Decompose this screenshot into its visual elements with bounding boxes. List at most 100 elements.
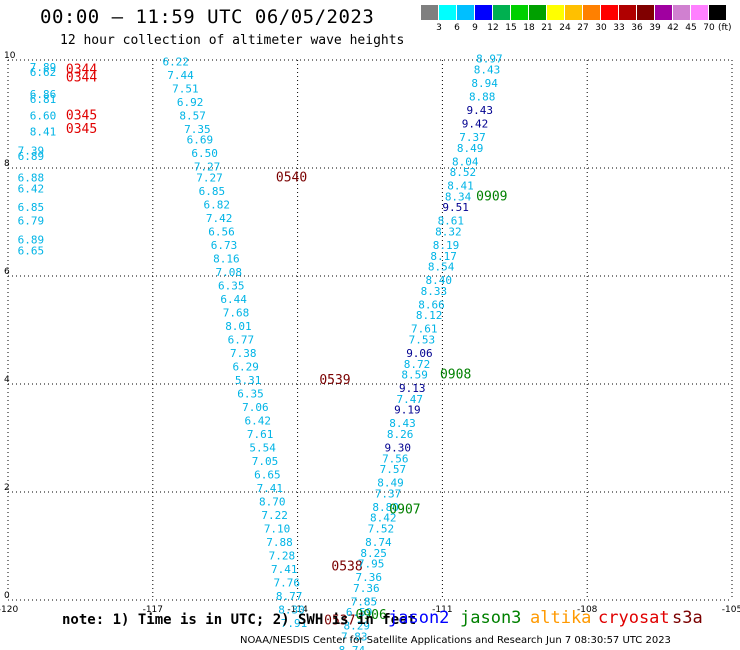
scale-swatch — [475, 5, 492, 20]
x-tick-label: -108 — [577, 605, 598, 615]
wave-height-label: 7.47 — [397, 393, 424, 406]
wave-height-label: 8.70 — [259, 496, 286, 509]
pass-time-label: 0539 — [319, 373, 350, 388]
scale-label: 30 — [595, 23, 607, 33]
scale-unit: (ft) — [718, 23, 732, 33]
wave-height-label: 6.62 — [30, 66, 57, 79]
pass-time-label: 0906 — [356, 608, 387, 623]
wave-height-label: 6.59 — [346, 606, 373, 619]
wave-height-label: 8.49 — [457, 142, 484, 155]
wave-height-label: 8.94 — [471, 77, 498, 90]
wave-height-label: 7.44 — [167, 69, 194, 82]
y-tick-label: 4 — [4, 375, 10, 385]
pass-time-label: 0908 — [440, 368, 471, 383]
wave-height-label: 6.65 — [254, 469, 281, 482]
x-tick-label: -120 — [0, 605, 18, 615]
scale-label: 12 — [487, 23, 499, 33]
wave-height-label: 9.42 — [462, 118, 489, 131]
note-text: note: 1) Time is in UTC; 2) SWH is in fe… — [62, 612, 417, 628]
scale-swatch — [547, 5, 564, 20]
y-tick-label: 0 — [4, 591, 10, 601]
wave-height-label: 8.72 — [404, 358, 431, 371]
wave-height-label: 6.69 — [187, 134, 214, 147]
scale-label: 39 — [649, 23, 661, 33]
wave-height-label: 8.33 — [421, 285, 448, 298]
scale-swatch — [601, 5, 618, 20]
pass-time-label: 0540 — [276, 171, 307, 186]
wave-height-label: 9.43 — [467, 104, 494, 117]
x-tick-label: -105 — [722, 605, 740, 615]
wave-height-label: 8.40 — [426, 274, 453, 287]
scale-swatch — [583, 5, 600, 20]
wave-height-label: 7.61 — [411, 323, 438, 336]
legend-item-jason2: jason2 — [388, 608, 450, 628]
legend-item-s3a: s3a — [672, 608, 703, 628]
wave-height-label: 6.82 — [203, 199, 230, 212]
y-tick-label: 8 — [4, 159, 10, 169]
wave-height-label: 8.43 — [474, 64, 501, 77]
y-tick-label: 10 — [4, 51, 16, 61]
wave-height-label: 6.22 — [162, 55, 189, 68]
scale-swatch — [691, 5, 708, 20]
wave-height-label: 7.53 — [409, 334, 436, 347]
wave-height-label: 8.77 — [276, 590, 303, 603]
scale-swatch — [655, 5, 672, 20]
page-title: 00:00 – 11:59 UTC 06/05/2023 — [40, 6, 375, 28]
wave-height-label: 9.19 — [394, 404, 421, 417]
wave-height-label: 6.89 — [18, 234, 45, 247]
scale-label: 36 — [631, 23, 643, 33]
wave-height-label: 7.61 — [247, 428, 273, 441]
wave-height-label: 8.30 — [278, 604, 305, 617]
wave-height-label: 8.32 — [435, 226, 462, 239]
wave-height-label: 7.35 — [184, 123, 211, 136]
pass-time-label: 0907 — [389, 503, 420, 518]
wave-height-label: 7.08 — [216, 266, 243, 279]
wave-height-label: 8.52 — [450, 166, 477, 179]
pass-time-label: 0909 — [476, 189, 507, 204]
pass-time-label: 0345 — [66, 108, 97, 123]
wave-height-label: 6.42 — [18, 182, 45, 195]
scale-swatch — [529, 5, 546, 20]
wave-height-label: 6.81 — [30, 93, 57, 106]
wave-height-label: 7.95 — [358, 558, 385, 571]
scale-swatch — [709, 5, 726, 20]
scale-label: 3 — [436, 23, 442, 33]
scale-label: 27 — [577, 23, 589, 33]
scale-label: 9 — [472, 23, 478, 33]
wave-height-label: 9.13 — [399, 382, 426, 395]
wave-height-label: 5.31 — [235, 374, 262, 387]
scale-label: 70 — [703, 23, 715, 33]
wave-height-label: 7.85 — [351, 595, 378, 608]
wave-height-label: 7.37 — [459, 131, 486, 144]
wave-height-label: 7.89 — [30, 61, 57, 74]
wave-height-label: 7.38 — [230, 347, 257, 360]
y-tick-label: 2 — [4, 483, 10, 493]
wave-height-label: 8.43 — [389, 417, 416, 430]
wave-height-label: 6.60 — [30, 109, 57, 122]
wave-height-label: 7.05 — [252, 455, 279, 468]
wave-height-label: 8.16 — [213, 253, 240, 266]
wave-height-label: 8.42 — [370, 512, 397, 525]
footer-credit: NOAA/NESDIS Center for Satellite Applica… — [240, 635, 671, 646]
wave-height-label: 8.01 — [225, 320, 252, 333]
scale-swatch — [511, 5, 528, 20]
scale-swatch — [619, 5, 636, 20]
wave-height-label: 7.51 — [172, 82, 199, 95]
wave-height-label: 8.12 — [416, 309, 443, 322]
wave-height-label: 7.22 — [261, 509, 288, 522]
x-tick-label: -114 — [287, 605, 308, 615]
wave-height-label: 7.37 — [375, 487, 402, 500]
scale-swatch — [673, 5, 690, 20]
scale-swatch — [439, 5, 456, 20]
wave-height-label: 6.88 — [18, 172, 45, 185]
page-subtitle: 12 hour collection of altimeter wave hei… — [60, 33, 405, 48]
wave-height-label: 6.50 — [191, 147, 218, 160]
scale-swatch — [493, 5, 510, 20]
wave-height-label: 8.61 — [438, 215, 465, 228]
wave-height-label: 8.17 — [430, 250, 457, 263]
wave-height-label: 7.91 — [281, 617, 308, 630]
scale-label: 21 — [541, 23, 553, 33]
pass-time-label: 0538 — [331, 559, 362, 574]
wave-height-label: 7.68 — [223, 307, 250, 320]
